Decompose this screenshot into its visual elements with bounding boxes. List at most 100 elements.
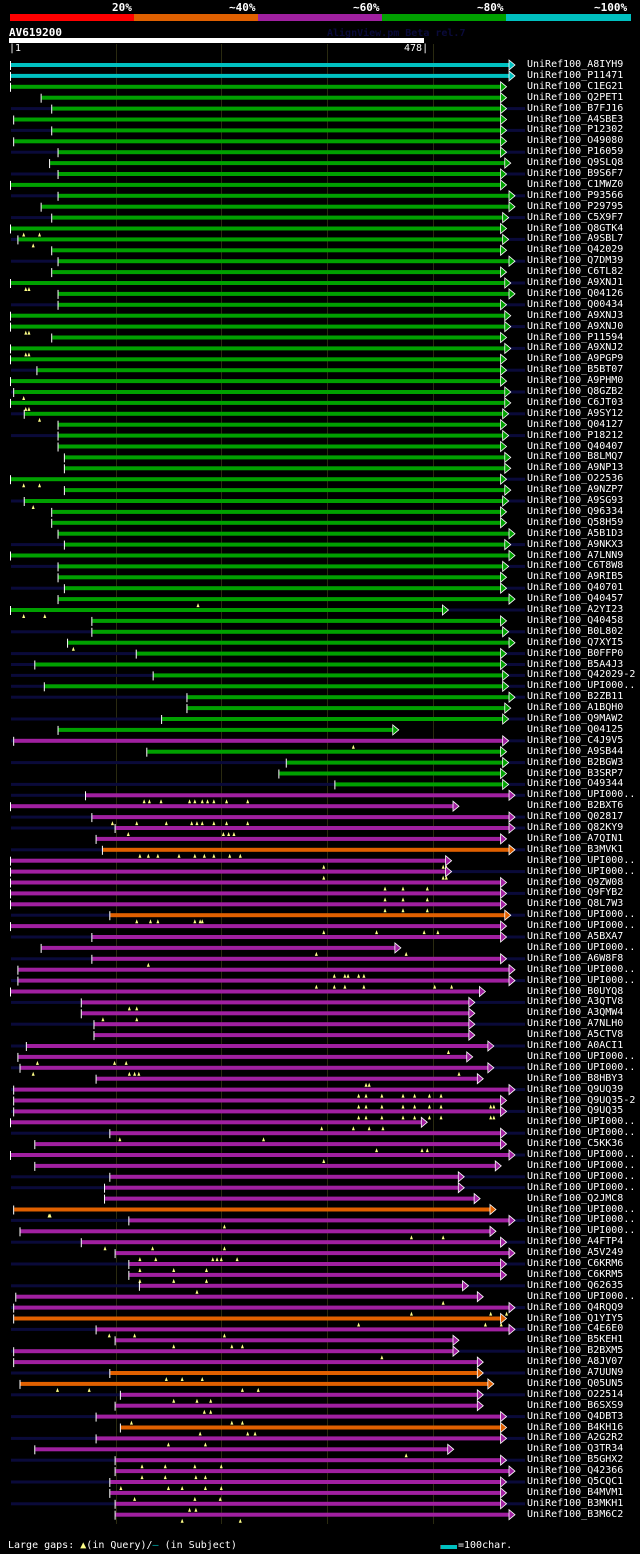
alignment-bar[interactable] [11, 553, 510, 558]
alignment-bar[interactable] [120, 1392, 479, 1397]
hit-label[interactable]: UniRef100_A3QMW4 [527, 1007, 624, 1019]
alignment-bar[interactable] [11, 891, 502, 896]
hit-row[interactable] [91, 615, 508, 627]
hit-label[interactable]: UniRef100_B5GHX2 [527, 1454, 624, 1466]
hit-row[interactable] [10, 865, 525, 880]
alignment-bar[interactable] [11, 477, 502, 482]
hit-label[interactable]: UniRef100_Q04126 [527, 287, 624, 299]
hit-label[interactable]: UniRef100_Q42029 [527, 244, 624, 256]
alignment-bar[interactable] [115, 1501, 502, 1506]
hit-label[interactable]: UniRef100_Q40457 [527, 593, 624, 605]
hit-row[interactable] [11, 996, 525, 1011]
hit-row[interactable] [11, 1040, 525, 1054]
hit-label[interactable]: UniRef100_Q8GZB2 [527, 386, 624, 397]
alignment-bar[interactable] [14, 117, 502, 122]
hit-label[interactable]: UniRef100_C4J9V5 [527, 734, 624, 746]
hit-label[interactable]: UniRef100_UPI000.. [527, 680, 636, 692]
hit-label[interactable]: UniRef100_Q9SLQ8 [527, 157, 624, 169]
hit-row[interactable] [10, 59, 516, 71]
hit-row[interactable] [11, 386, 525, 400]
hit-label[interactable]: UniRef100_A6W8F8 [527, 952, 624, 964]
alignment-bar[interactable] [129, 1218, 510, 1223]
hit-row[interactable] [11, 658, 525, 671]
hit-row[interactable] [11, 429, 525, 442]
alignment-bar[interactable] [92, 618, 502, 623]
hit-row[interactable] [11, 734, 525, 749]
hit-row[interactable] [11, 124, 525, 137]
hit-label[interactable]: UniRef100_A2G2R2 [527, 1432, 624, 1444]
hit-row[interactable] [19, 1378, 495, 1392]
hit-row[interactable] [10, 920, 508, 935]
alignment-bar[interactable] [35, 1142, 502, 1147]
alignment-bar[interactable] [129, 1272, 502, 1277]
hit-row[interactable] [11, 647, 525, 660]
alignment-bar[interactable] [64, 586, 502, 591]
hit-row[interactable] [80, 1007, 476, 1022]
alignment-bar[interactable] [58, 727, 394, 732]
hit-label[interactable]: UniRef100_C6KRM6 [527, 1258, 624, 1269]
hit-row[interactable] [15, 1290, 484, 1305]
alignment-bar[interactable] [102, 847, 510, 852]
hit-row[interactable] [114, 1465, 516, 1480]
hit-label[interactable]: UniRef100_C1MWZ0 [527, 178, 624, 190]
alignment-bar[interactable] [41, 204, 510, 209]
hit-row[interactable] [57, 288, 516, 300]
alignment-bar[interactable] [92, 815, 510, 820]
hit-row[interactable] [34, 1160, 502, 1172]
alignment-bar[interactable] [96, 1076, 479, 1081]
alignment-bar[interactable] [18, 1054, 468, 1059]
hit-label[interactable]: UniRef100_B3MKH1 [527, 1497, 624, 1509]
hit-row[interactable] [11, 189, 525, 202]
hit-label[interactable]: UniRef100_Q04127 [527, 418, 624, 430]
alignment-bar[interactable] [115, 1338, 455, 1343]
hit-label[interactable]: UniRef100_B4KH16 [527, 1421, 624, 1433]
hit-row[interactable] [278, 767, 508, 780]
hit-row[interactable] [57, 724, 400, 736]
alignment-bar[interactable] [11, 313, 506, 318]
hit-row[interactable] [11, 811, 525, 826]
hit-label[interactable]: UniRef100_UPI000.. [527, 1203, 636, 1215]
hit-row[interactable] [11, 1181, 525, 1194]
hit-row[interactable] [11, 407, 525, 422]
alignment-bar[interactable] [11, 73, 510, 78]
hit-row[interactable] [10, 473, 525, 488]
hit-label[interactable]: UniRef100_A7NLH0 [527, 1018, 624, 1030]
hit-label[interactable]: UniRef100_UPI000.. [527, 1149, 636, 1160]
hit-label[interactable]: UniRef100_A9XNJ0 [527, 320, 624, 332]
alignment-bar[interactable] [41, 95, 502, 100]
hit-label[interactable]: UniRef100_UPI000.. [527, 1061, 636, 1073]
alignment-bar[interactable] [16, 1294, 479, 1299]
hit-row[interactable] [128, 1269, 508, 1283]
hit-row[interactable] [119, 1421, 508, 1436]
hit-label[interactable]: UniRef100_B8LMQ7 [527, 451, 624, 463]
hit-row[interactable] [114, 1399, 484, 1414]
hit-label[interactable]: UniRef100_B2BXM5 [527, 1345, 624, 1357]
alignment-bar[interactable] [96, 1436, 502, 1441]
alignment-bar[interactable] [52, 106, 502, 111]
hit-row[interactable] [10, 397, 512, 411]
hit-label[interactable]: UniRef100_Q9UQ35-2 [527, 1094, 636, 1106]
alignment-bar[interactable] [35, 662, 502, 667]
alignment-bar[interactable] [58, 597, 510, 602]
hit-label[interactable]: UniRef100_B0FFP0 [527, 647, 624, 659]
alignment-bar[interactable] [162, 717, 504, 721]
hit-row[interactable] [11, 1301, 525, 1316]
alignment-bar[interactable] [58, 575, 502, 580]
alignment-bar[interactable] [37, 368, 502, 373]
hit-label[interactable]: UniRef100_A9NKX3 [527, 538, 624, 550]
hit-label[interactable]: UniRef100_Q42366 [527, 1465, 624, 1477]
hit-row[interactable] [40, 91, 508, 104]
hit-row[interactable] [11, 1279, 525, 1294]
hit-row[interactable] [10, 985, 487, 998]
hit-label[interactable]: UniRef100_C6KRM5 [527, 1268, 624, 1280]
alignment-bar[interactable] [110, 913, 506, 918]
hit-row[interactable] [34, 1138, 508, 1153]
hit-label[interactable]: UniRef100_Q96334 [527, 505, 624, 517]
alignment-bar[interactable] [11, 1120, 423, 1125]
hit-label[interactable]: UniRef100_Q40407 [527, 440, 624, 452]
alignment-bar[interactable] [52, 520, 502, 525]
hit-label[interactable]: UniRef100_Q7XYI5 [527, 636, 624, 648]
hit-label[interactable]: UniRef100_UPI000.. [527, 1225, 636, 1237]
alignment-bar[interactable] [14, 139, 502, 144]
alignment-bar[interactable] [14, 738, 504, 743]
